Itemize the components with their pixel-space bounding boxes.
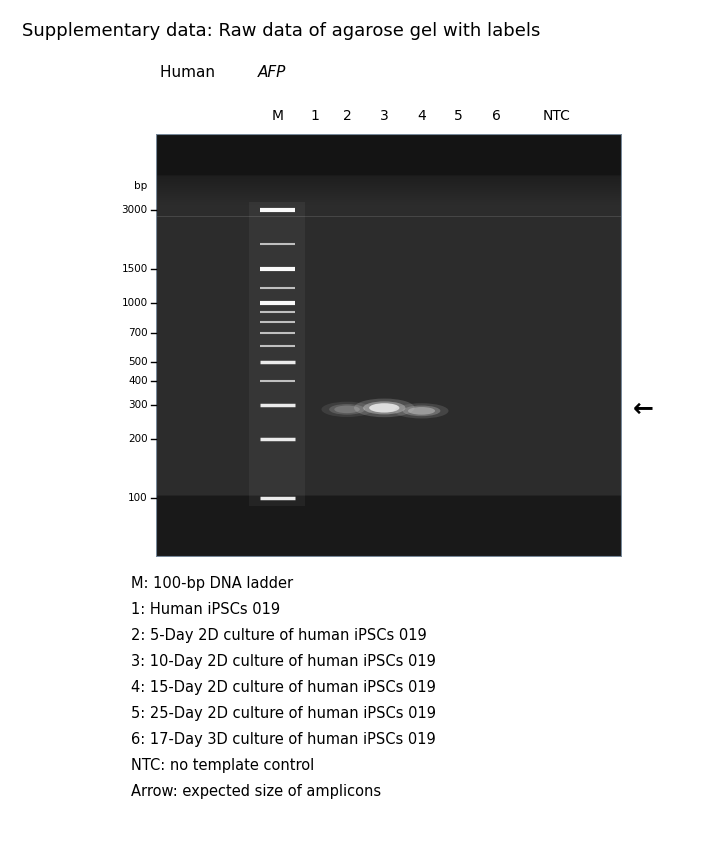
Text: Supplementary data: Raw data of agarose gel with labels: Supplementary data: Raw data of agarose … [22,22,540,40]
Text: 4: 4 [417,109,426,123]
Text: Human: Human [160,65,220,79]
Text: 1: 1 [310,109,319,123]
Ellipse shape [334,405,360,413]
Bar [249,201,305,506]
Ellipse shape [321,402,373,417]
Text: bp: bp [134,181,148,192]
Text: 6: 17-Day 3D culture of human iPSCs 019: 6: 17-Day 3D culture of human iPSCs 019 [131,732,435,746]
Text: 500: 500 [128,357,148,367]
Text: 1000: 1000 [121,298,148,308]
Text: 2: 2 [342,109,351,123]
Text: 3000: 3000 [121,205,148,215]
Ellipse shape [329,404,365,415]
Text: 5: 25-Day 2D culture of human iPSCs 019: 5: 25-Day 2D culture of human iPSCs 019 [131,706,436,721]
Text: 400: 400 [128,376,148,385]
Text: 200: 200 [128,435,148,444]
Ellipse shape [408,407,435,415]
Text: ←: ← [632,397,654,422]
Text: 100: 100 [128,493,148,503]
Text: 4: 15-Day 2D culture of human iPSCs 019: 4: 15-Day 2D culture of human iPSCs 019 [131,680,435,695]
Text: NTC: NTC [542,109,571,123]
Text: 1500: 1500 [121,264,148,274]
Text: 3: 10-Day 2D culture of human iPSCs 019: 3: 10-Day 2D culture of human iPSCs 019 [131,654,435,669]
Text: 3: 3 [380,109,389,123]
Ellipse shape [354,398,414,417]
Ellipse shape [395,403,449,418]
Text: AFP: AFP [258,65,286,79]
Ellipse shape [403,405,441,416]
Text: M: M [271,109,284,123]
Text: 5: 5 [454,109,463,123]
Text: 6: 6 [491,109,500,123]
Text: M: 100-bp DNA ladder: M: 100-bp DNA ladder [131,576,293,591]
Text: 2: 5-Day 2D culture of human iPSCs 019: 2: 5-Day 2D culture of human iPSCs 019 [131,628,427,643]
Ellipse shape [369,403,399,412]
Text: Arrow: expected size of amplicons: Arrow: expected size of amplicons [131,784,381,798]
Text: NTC: no template control: NTC: no template control [131,758,314,772]
Text: 700: 700 [128,328,148,339]
Ellipse shape [363,402,406,415]
Text: 300: 300 [128,400,148,410]
Text: 1: Human iPSCs 019: 1: Human iPSCs 019 [131,602,280,617]
